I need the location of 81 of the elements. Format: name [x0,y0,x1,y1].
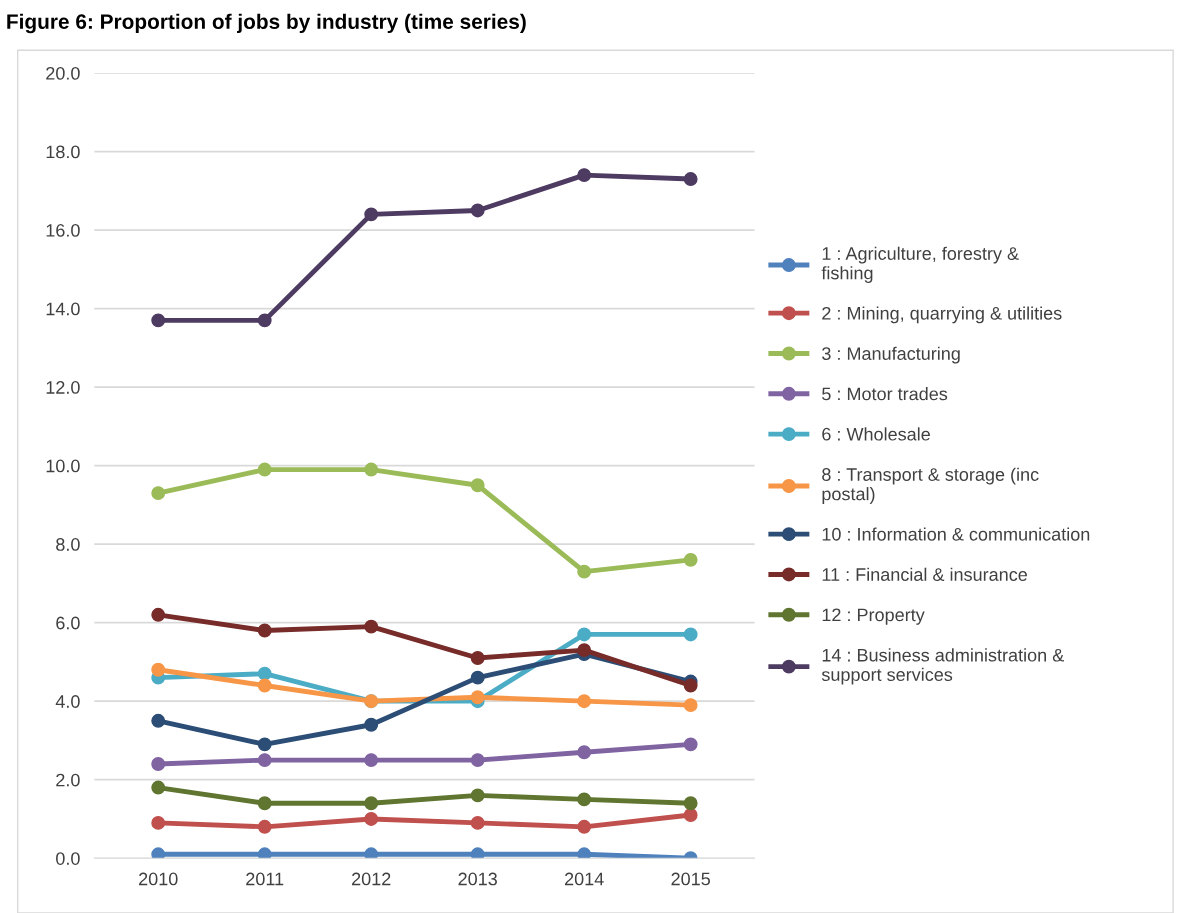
y-tick-label: 14.0 [46,302,80,316]
point [470,753,485,768]
point [257,737,272,752]
point [577,627,592,642]
point [470,788,485,803]
point [364,717,379,732]
point [151,713,166,728]
point [577,819,592,834]
point [151,662,166,677]
x-tick-label: 2010 [139,872,178,886]
y-tick-label: 10.0 [46,459,80,473]
legend-label: 10 : Information & communication [822,527,1090,541]
y-tick-label: 8.0 [56,538,80,551]
legend-label: 2 : Mining, quarrying & utilities [822,306,1062,324]
point [364,796,379,811]
point [683,678,698,693]
point [257,462,272,477]
y-tick-label: 6.0 [56,616,80,630]
point [577,564,592,579]
legend-label: 12 : Property [822,608,925,625]
chart-title: Figure 6: Proportion of jobs by industry (time series) [7,13,526,34]
y-tick-label: 18.0 [46,145,80,159]
point [151,757,166,771]
legend-label: 8 : Transport & storage (inc postal) [822,467,1039,504]
point [577,643,592,658]
point [364,753,379,768]
x-tick-label: 2014 [565,872,604,886]
point [470,815,485,830]
x-tick-label: 2013 [458,872,497,886]
point [257,678,272,693]
point [151,313,166,328]
point [151,486,166,501]
y-tick-label: 4.0 [55,695,80,708]
point [683,552,698,567]
point [257,796,272,811]
y-tick-label: 2.0 [56,773,80,787]
point [683,627,698,642]
x-tick-label: 2011 [246,872,284,886]
point [683,808,698,822]
x-tick-label: 2012 [352,872,391,886]
point [470,670,485,685]
point [577,745,592,760]
point [577,168,592,183]
point [470,690,485,705]
legend-label: 14 : Business administration & support services [821,648,1064,685]
y-tick-label: 16.0 [46,224,80,237]
y-tick-label: 12.0 [46,381,80,394]
point [364,812,379,826]
point [364,207,379,222]
legend-label: 11 : Financial & insurance [822,567,1027,581]
point [683,796,698,811]
point [683,698,698,713]
point [257,753,272,768]
point [364,847,379,859]
point [470,651,485,665]
point [257,623,272,638]
point [577,792,592,807]
legend-label: 6 : Wholesale [822,427,930,441]
point [683,172,698,186]
point [151,815,166,830]
x-tick-label: 2015 [671,872,710,886]
legend-label: 3 : Manufacturing [822,346,960,364]
point [151,780,166,795]
point [257,819,272,834]
y-tick-label: 20.0 [46,66,80,80]
point [683,737,698,752]
point [470,478,485,493]
legend-label: 5 : Motor trades [822,387,948,401]
point [257,666,272,681]
point [577,847,592,859]
y-tick-label: 0.0 [56,852,80,865]
point [470,203,485,218]
point [151,847,166,859]
point [470,847,485,859]
point [577,694,592,709]
point [151,607,166,622]
point [364,619,379,634]
legend-label: 1 : Agriculture, forestry & fishing [821,246,1019,283]
point [257,847,272,859]
point [257,313,272,328]
point [364,462,379,477]
